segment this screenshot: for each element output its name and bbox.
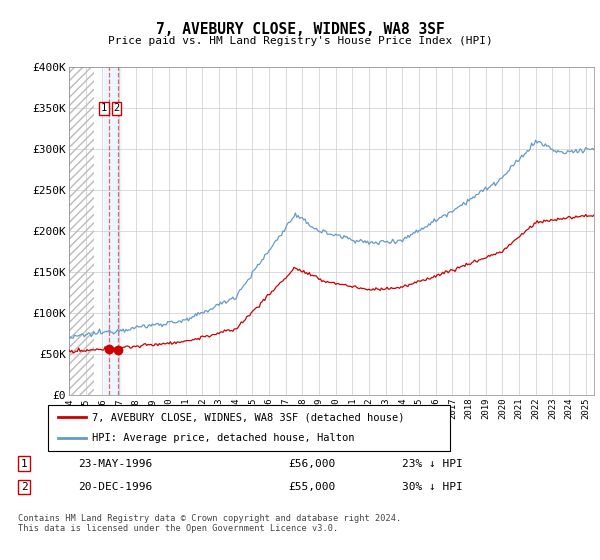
Text: 1: 1 xyxy=(101,103,107,113)
Text: Contains HM Land Registry data © Crown copyright and database right 2024.
This d: Contains HM Land Registry data © Crown c… xyxy=(18,514,401,534)
Bar xyxy=(69,67,94,395)
Text: 23% ↓ HPI: 23% ↓ HPI xyxy=(402,459,463,469)
Text: 30% ↓ HPI: 30% ↓ HPI xyxy=(402,482,463,492)
Text: 7, AVEBURY CLOSE, WIDNES, WA8 3SF: 7, AVEBURY CLOSE, WIDNES, WA8 3SF xyxy=(155,22,445,38)
Bar xyxy=(104,67,122,395)
Text: 20-DEC-1996: 20-DEC-1996 xyxy=(78,482,152,492)
Text: Price paid vs. HM Land Registry's House Price Index (HPI): Price paid vs. HM Land Registry's House … xyxy=(107,36,493,46)
Bar xyxy=(69,67,94,395)
Text: 7, AVEBURY CLOSE, WIDNES, WA8 3SF (detached house): 7, AVEBURY CLOSE, WIDNES, WA8 3SF (detac… xyxy=(92,412,405,422)
Text: 2: 2 xyxy=(113,103,119,113)
Text: 23-MAY-1996: 23-MAY-1996 xyxy=(78,459,152,469)
Text: £56,000: £56,000 xyxy=(288,459,335,469)
FancyBboxPatch shape xyxy=(48,405,450,451)
Text: HPI: Average price, detached house, Halton: HPI: Average price, detached house, Halt… xyxy=(92,433,355,444)
Text: 2: 2 xyxy=(20,482,28,492)
Text: 1: 1 xyxy=(20,459,28,469)
Text: £55,000: £55,000 xyxy=(288,482,335,492)
